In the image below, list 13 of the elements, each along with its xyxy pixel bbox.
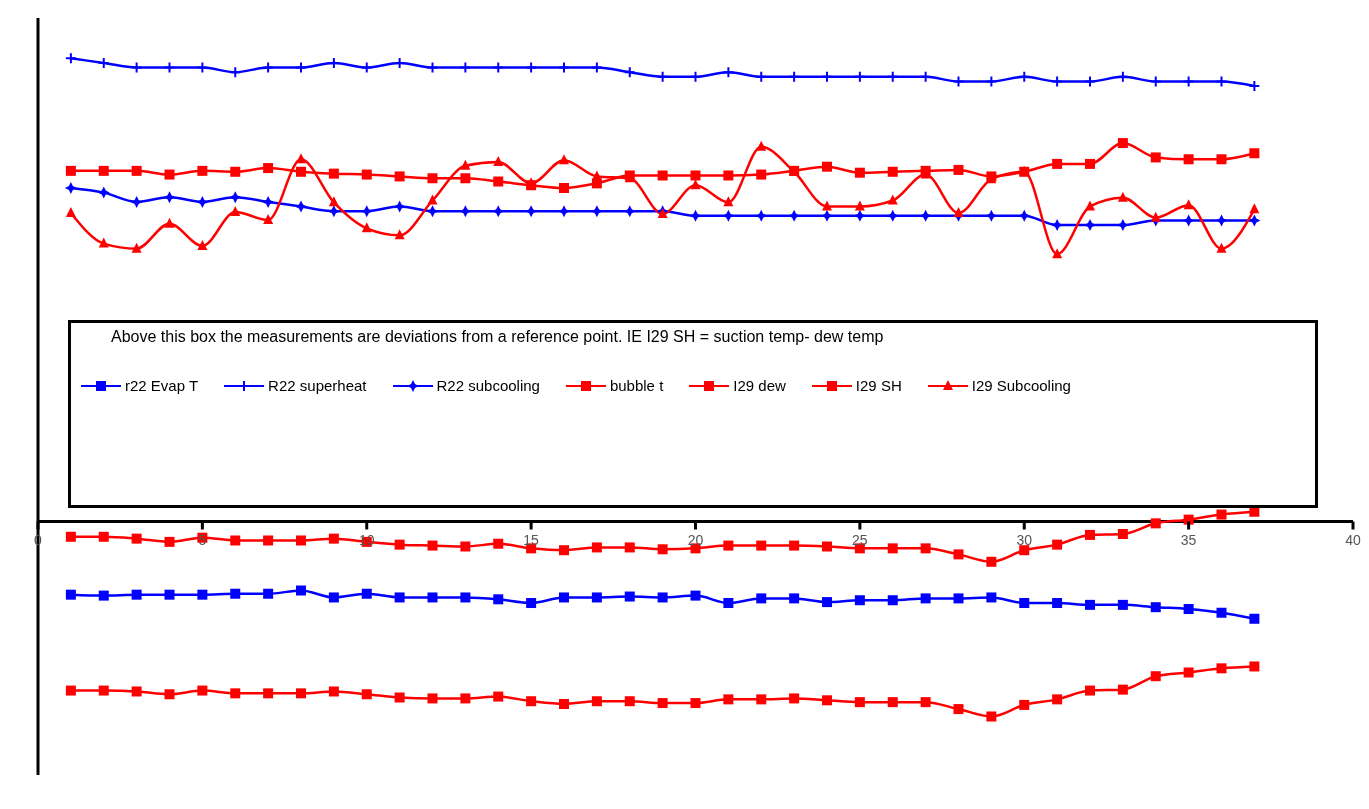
annotation: Above this box the measurements are deviations from a reference point. IE I29 SH = suction temp- dew temp [111, 327, 885, 347]
x-tick-label: 10 [358, 532, 375, 549]
legend-label: I29 SH [855, 377, 902, 394]
legend-label: R22 subcooling [436, 377, 540, 394]
x-tick-label: 30 [1016, 532, 1033, 549]
legend-label: I29 dew [733, 377, 786, 394]
legend-label: r22 Evap T [125, 377, 199, 394]
legend-label: R22 superheat [268, 377, 367, 394]
legend-label: I29 Subcooling [971, 377, 1071, 394]
x-tick-label: 40 [1345, 532, 1361, 549]
x-tick-label: 35 [1180, 532, 1197, 549]
x-tick-label: 0 [34, 532, 43, 549]
legend-label: bubble t [609, 377, 664, 394]
